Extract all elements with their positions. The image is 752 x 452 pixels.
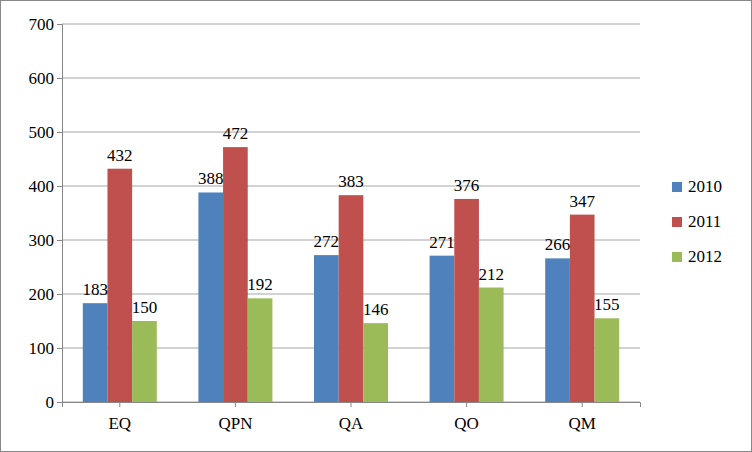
x-tick: EQ	[108, 402, 131, 433]
data-label: 272	[314, 232, 340, 251]
plot: 0 100 200 300 400 500 600 700 EQ QPN QA QO QM 183 388 2…	[29, 15, 641, 433]
x-tick-mark	[119, 402, 120, 407]
bar	[570, 215, 595, 402]
x-tick-mark	[351, 402, 352, 407]
y-tick: 300	[29, 231, 63, 250]
data-label: 383	[338, 172, 364, 191]
legend-swatch	[672, 217, 682, 227]
bar	[132, 321, 157, 402]
y-tick-mark	[57, 78, 62, 79]
data-label: 212	[479, 265, 505, 284]
series-bars	[107, 147, 594, 402]
y-tick: 700	[29, 15, 63, 34]
legend-label: 2012	[688, 247, 722, 266]
data-labels: 183 388 272 271 266 432 472 383 376 347 150 192 146 2…	[82, 124, 619, 319]
y-tick-mark	[57, 348, 62, 349]
data-label: 347	[569, 192, 595, 211]
data-label: 266	[545, 235, 571, 254]
y-tick-label: 100	[29, 339, 55, 358]
y-tick: 0	[46, 393, 63, 412]
data-label: 183	[82, 280, 108, 299]
bar	[198, 192, 223, 402]
x-tick-mark	[466, 402, 467, 407]
data-label: 271	[429, 233, 455, 252]
x-axis: EQ QPN QA QO QM	[63, 402, 641, 433]
y-tick-label: 600	[29, 69, 55, 88]
series-bars	[132, 288, 619, 402]
series-bars	[83, 192, 570, 402]
grid-line	[62, 132, 640, 133]
y-tick-mark	[57, 24, 62, 25]
grid-line	[62, 24, 640, 25]
data-label: 155	[594, 295, 620, 314]
y-tick: 400	[29, 177, 63, 196]
y-tick-label: 400	[29, 177, 55, 196]
y-axis-line	[57, 25, 63, 403]
x-tick-mark	[235, 402, 236, 407]
bars	[83, 147, 619, 402]
y-tick-label: 700	[29, 15, 55, 34]
x-tick-label: QA	[339, 414, 364, 433]
y-tick-mark	[57, 402, 62, 403]
legend-item: 2010	[672, 177, 722, 196]
x-tick: QA	[339, 402, 364, 433]
bar	[479, 288, 504, 402]
legend-swatch	[672, 182, 682, 192]
x-tick-label: QPN	[218, 414, 252, 433]
y-tick-label: 500	[29, 123, 55, 142]
bar	[223, 147, 248, 402]
x-tick-label: QM	[568, 414, 595, 433]
chart: 0 100 200 300 400 500 600 700 EQ QPN QA QO QM 183 388 2…	[0, 0, 752, 452]
data-label: 472	[223, 124, 249, 143]
grid-line	[62, 78, 640, 79]
y-axis: 0 100 200 300 400 500 600 700	[29, 15, 63, 412]
data-label: 432	[107, 146, 132, 165]
y-tick: 500	[29, 123, 63, 142]
bar	[545, 258, 570, 402]
x-tick: QM	[568, 402, 595, 433]
y-tick-mark	[57, 240, 62, 241]
x-tick-label: QO	[454, 414, 479, 433]
data-label: 146	[363, 300, 389, 319]
bar	[248, 298, 273, 402]
bar	[339, 195, 364, 402]
x-tick-label: EQ	[108, 414, 131, 433]
y-tick-mark	[57, 294, 62, 295]
legend: 2010 2011 2012	[672, 177, 722, 266]
y-tick-label: 300	[29, 231, 55, 250]
x-tick: QO	[454, 402, 479, 433]
data-label: 192	[247, 275, 273, 294]
data-label: 150	[132, 298, 158, 317]
bar	[314, 255, 339, 402]
bar	[363, 323, 388, 402]
y-tick-mark	[57, 186, 62, 187]
data-label: 376	[454, 176, 480, 195]
y-tick-label: 200	[29, 285, 55, 304]
grid	[62, 24, 640, 402]
legend-label: 2010	[688, 177, 722, 196]
legend-swatch	[672, 252, 682, 262]
legend-item: 2011	[672, 212, 721, 231]
y-tick: 200	[29, 285, 63, 304]
bar	[83, 303, 108, 402]
x-tick-mark	[582, 402, 583, 407]
data-label: 388	[198, 169, 224, 188]
x-axis-line	[63, 403, 641, 408]
bar	[430, 256, 455, 402]
y-tick-label: 0	[46, 393, 55, 412]
x-tick: QPN	[218, 402, 252, 433]
chart-frame	[1, 1, 752, 452]
y-tick: 600	[29, 69, 63, 88]
bar	[107, 169, 132, 402]
y-tick: 100	[29, 339, 63, 358]
bar	[595, 318, 620, 402]
y-tick-mark	[57, 132, 62, 133]
legend-item: 2012	[672, 247, 722, 266]
legend-label: 2011	[688, 212, 721, 231]
bar	[454, 199, 479, 402]
